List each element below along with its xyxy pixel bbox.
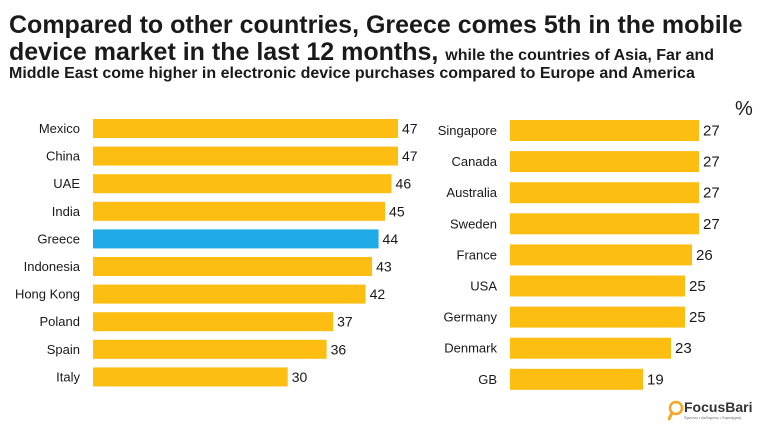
category-label-germany: Germany — [444, 310, 498, 325]
value-label-uae: 46 — [396, 176, 412, 192]
category-label-denmark: Denmark — [444, 341, 497, 356]
bar-germany — [510, 306, 685, 328]
value-label-mexico: 47 — [402, 121, 418, 137]
bar-canada — [510, 151, 699, 173]
bar-usa — [510, 275, 685, 297]
value-label-denmark: 23 — [675, 340, 692, 357]
bar-sweden — [510, 213, 699, 235]
bar-indonesia — [93, 257, 373, 276]
value-label-sweden: 27 — [703, 216, 720, 233]
headline-sub-part1: while the countries of Asia, Far and — [445, 47, 715, 64]
bar-hong-kong — [93, 284, 366, 304]
value-label-usa: 25 — [689, 278, 706, 295]
category-label-sweden: Sweden — [450, 216, 497, 231]
bar-france — [510, 244, 692, 266]
category-label-indonesia: Indonesia — [24, 259, 81, 274]
value-label-germany: 25 — [689, 309, 706, 326]
category-label-canada: Canada — [451, 154, 497, 169]
value-label-italy: 30 — [292, 369, 308, 385]
category-label-india: India — [52, 204, 81, 219]
value-label-china: 47 — [402, 148, 418, 164]
magnifier-icon — [668, 400, 684, 421]
bar-denmark — [510, 337, 671, 359]
category-label-gb: GB — [478, 372, 497, 387]
bar-uae — [93, 174, 392, 194]
category-label-france: France — [457, 247, 497, 262]
category-label-italy: Italy — [56, 369, 80, 384]
bar-australia — [510, 182, 699, 204]
value-label-singapore: 27 — [703, 123, 720, 140]
bar-india — [93, 201, 386, 221]
chart-headline: Compared to other countries, Greece come… — [9, 12, 754, 84]
focusbari-logo: FocusBari Έρευνα • Δεδομένα • Στρατηγική — [668, 398, 760, 424]
headline-main: Compared to other countries, Greece come… — [9, 11, 743, 66]
value-label-spain: 36 — [331, 341, 347, 357]
logo-tagline: Έρευνα • Δεδομένα • Στρατηγική — [684, 415, 742, 420]
value-label-poland: 37 — [337, 314, 353, 330]
category-label-australia: Australia — [446, 185, 497, 200]
bar-spain — [93, 339, 327, 359]
value-label-australia: 27 — [703, 185, 720, 202]
category-label-spain: Spain — [47, 342, 80, 357]
category-label-usa: USA — [470, 279, 497, 294]
logo-name: FocusBari — [684, 399, 753, 415]
category-label-hong-kong: Hong Kong — [15, 287, 80, 302]
category-label-uae: UAE — [53, 176, 80, 191]
bar-italy — [93, 367, 288, 387]
value-label-hong-kong: 42 — [370, 286, 386, 302]
category-label-greece: Greece — [37, 231, 80, 246]
value-label-greece: 44 — [383, 231, 399, 247]
category-label-poland: Poland — [40, 314, 80, 329]
value-label-india: 45 — [389, 203, 405, 219]
category-label-china: China — [46, 149, 81, 164]
bar-poland — [93, 312, 334, 332]
value-label-canada: 27 — [703, 154, 720, 171]
bar-mexico — [93, 119, 399, 138]
unit-label: % — [735, 98, 753, 120]
category-label-singapore: Singapore — [438, 123, 497, 138]
headline-sub-part2: Middle East come higher in electronic de… — [9, 65, 695, 82]
bar-singapore — [510, 120, 699, 141]
value-label-france: 26 — [696, 247, 713, 264]
bar-china — [93, 146, 399, 166]
value-label-indonesia: 43 — [376, 259, 392, 275]
value-label-gb: 19 — [647, 371, 664, 388]
bar-gb — [510, 368, 643, 390]
category-label-mexico: Mexico — [39, 121, 80, 136]
bar-greece — [93, 229, 379, 249]
